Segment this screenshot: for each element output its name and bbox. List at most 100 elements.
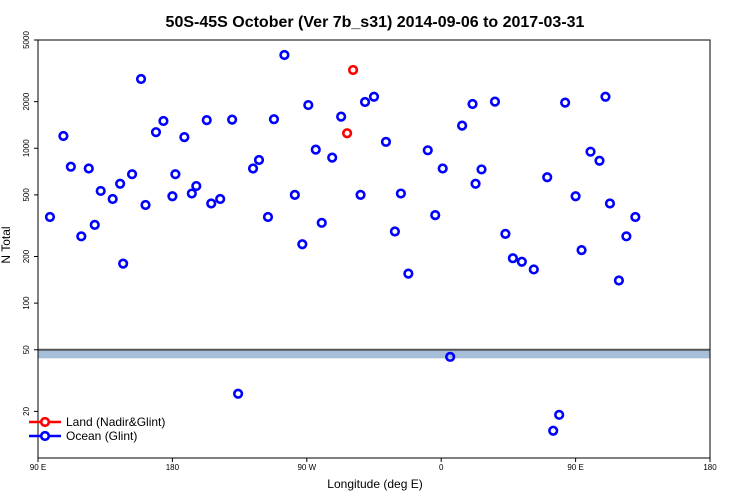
ocean-point xyxy=(201,114,212,126)
ocean-point xyxy=(262,211,274,223)
ocean-point xyxy=(621,231,632,242)
ocean-point xyxy=(316,217,327,228)
land-point xyxy=(347,64,359,76)
ocean-point xyxy=(600,91,611,102)
y-tick-label: 20 xyxy=(22,406,31,415)
ocean-point xyxy=(233,388,244,399)
ocean-point xyxy=(268,114,280,125)
y-tick-label: 50 xyxy=(22,345,31,354)
ocean-point xyxy=(89,219,100,230)
y-tick-label: 100 xyxy=(22,296,31,310)
y-tick-label: 500 xyxy=(22,188,31,202)
ocean-point xyxy=(247,163,259,174)
data-points xyxy=(44,49,641,436)
land-band-rect xyxy=(38,349,710,359)
legend-marker xyxy=(39,416,51,428)
ocean-point xyxy=(279,49,290,61)
ocean-point xyxy=(467,98,478,110)
ocean-point xyxy=(359,96,371,108)
ocean-point xyxy=(76,231,87,242)
ocean-point xyxy=(167,191,178,202)
y-tick-label: 1000 xyxy=(22,139,31,157)
ocean-point xyxy=(554,409,565,420)
ocean-point xyxy=(215,193,226,205)
ocean-point xyxy=(576,244,587,256)
ocean-point xyxy=(389,226,401,237)
ocean-point xyxy=(500,228,511,239)
ocean-point xyxy=(107,193,118,205)
ocean-point xyxy=(445,351,456,362)
ocean-point xyxy=(297,239,308,250)
ocean-point xyxy=(585,146,596,157)
ocean-point xyxy=(58,130,69,142)
ocean-point xyxy=(115,178,126,189)
ocean-point xyxy=(437,163,448,174)
ocean-point xyxy=(253,154,265,166)
plot-frame xyxy=(37,39,711,459)
ocean-point xyxy=(476,164,487,175)
ocean-point xyxy=(528,264,539,275)
ocean-point xyxy=(227,114,238,125)
ocean-point xyxy=(516,256,527,267)
ocean-point xyxy=(310,144,321,155)
x-tick-label: 180 xyxy=(703,463,717,472)
ocean-point xyxy=(327,152,338,163)
ocean-point xyxy=(83,163,94,174)
ocean-point xyxy=(303,99,314,111)
legend-label: Ocean (Glint) xyxy=(66,429,137,443)
x-tick-label: 90 E xyxy=(30,463,46,472)
ocean-point xyxy=(470,178,481,189)
y-tick-label: 2000 xyxy=(22,92,31,110)
ocean-point xyxy=(395,188,406,199)
x-tick-label: 180 xyxy=(166,463,180,472)
ocean-point xyxy=(368,91,380,102)
ocean-point xyxy=(95,185,106,197)
ocean-point xyxy=(604,198,616,209)
ocean-point xyxy=(186,188,197,199)
ocean-point xyxy=(191,180,202,192)
y-tick-label: 5000 xyxy=(22,31,31,49)
ocean-point xyxy=(570,191,581,202)
ocean-point xyxy=(118,258,129,269)
ocean-point xyxy=(336,111,347,122)
x-axis-label: Longitude (deg E) xyxy=(327,477,422,491)
ocean-point xyxy=(44,211,56,223)
ocean-point xyxy=(457,120,468,131)
ocean-point xyxy=(542,172,553,183)
legend-label: Land (Nadir&Glint) xyxy=(66,415,165,429)
ocean-point xyxy=(126,169,138,180)
ocean-point xyxy=(489,96,501,107)
axes: 90 E 180 90 W 0 90 E 180 20 50 100 200 500 1000 2000… xyxy=(22,31,717,472)
legend-marker xyxy=(39,430,51,442)
ocean-point xyxy=(140,199,151,211)
ocean-point xyxy=(630,211,641,223)
ocean-point xyxy=(150,127,162,138)
ocean-point xyxy=(613,275,625,286)
y-tick-label: 200 xyxy=(22,249,31,263)
x-tick-label: 90 E xyxy=(567,463,583,472)
ocean-point xyxy=(170,169,181,180)
ocean-point xyxy=(507,253,518,264)
ocean-point xyxy=(355,189,366,200)
x-tick-label: 0 xyxy=(439,463,444,472)
ocean-point xyxy=(289,189,300,200)
ocean-point xyxy=(158,115,169,127)
ocean-point xyxy=(179,132,190,143)
ocean-point xyxy=(594,155,605,166)
chart-title: 50S-45S October (Ver 7b_s31) 2014-09-06 … xyxy=(166,14,585,31)
land-point xyxy=(342,128,353,139)
y-axis-label: N Total xyxy=(0,226,13,263)
ocean-point xyxy=(65,161,76,172)
ocean-point xyxy=(206,198,217,209)
ocean-point xyxy=(422,145,433,156)
ocean-point xyxy=(548,425,559,436)
ocean-point xyxy=(560,97,571,108)
x-tick-label: 90 W xyxy=(297,463,316,472)
ocean-point xyxy=(135,73,147,85)
ocean-point xyxy=(380,136,392,147)
land-band xyxy=(38,348,710,359)
ocean-point xyxy=(430,210,441,221)
legend: Land (Nadir&Glint)Ocean (Glint) xyxy=(29,415,165,443)
ocean-point xyxy=(403,268,414,279)
